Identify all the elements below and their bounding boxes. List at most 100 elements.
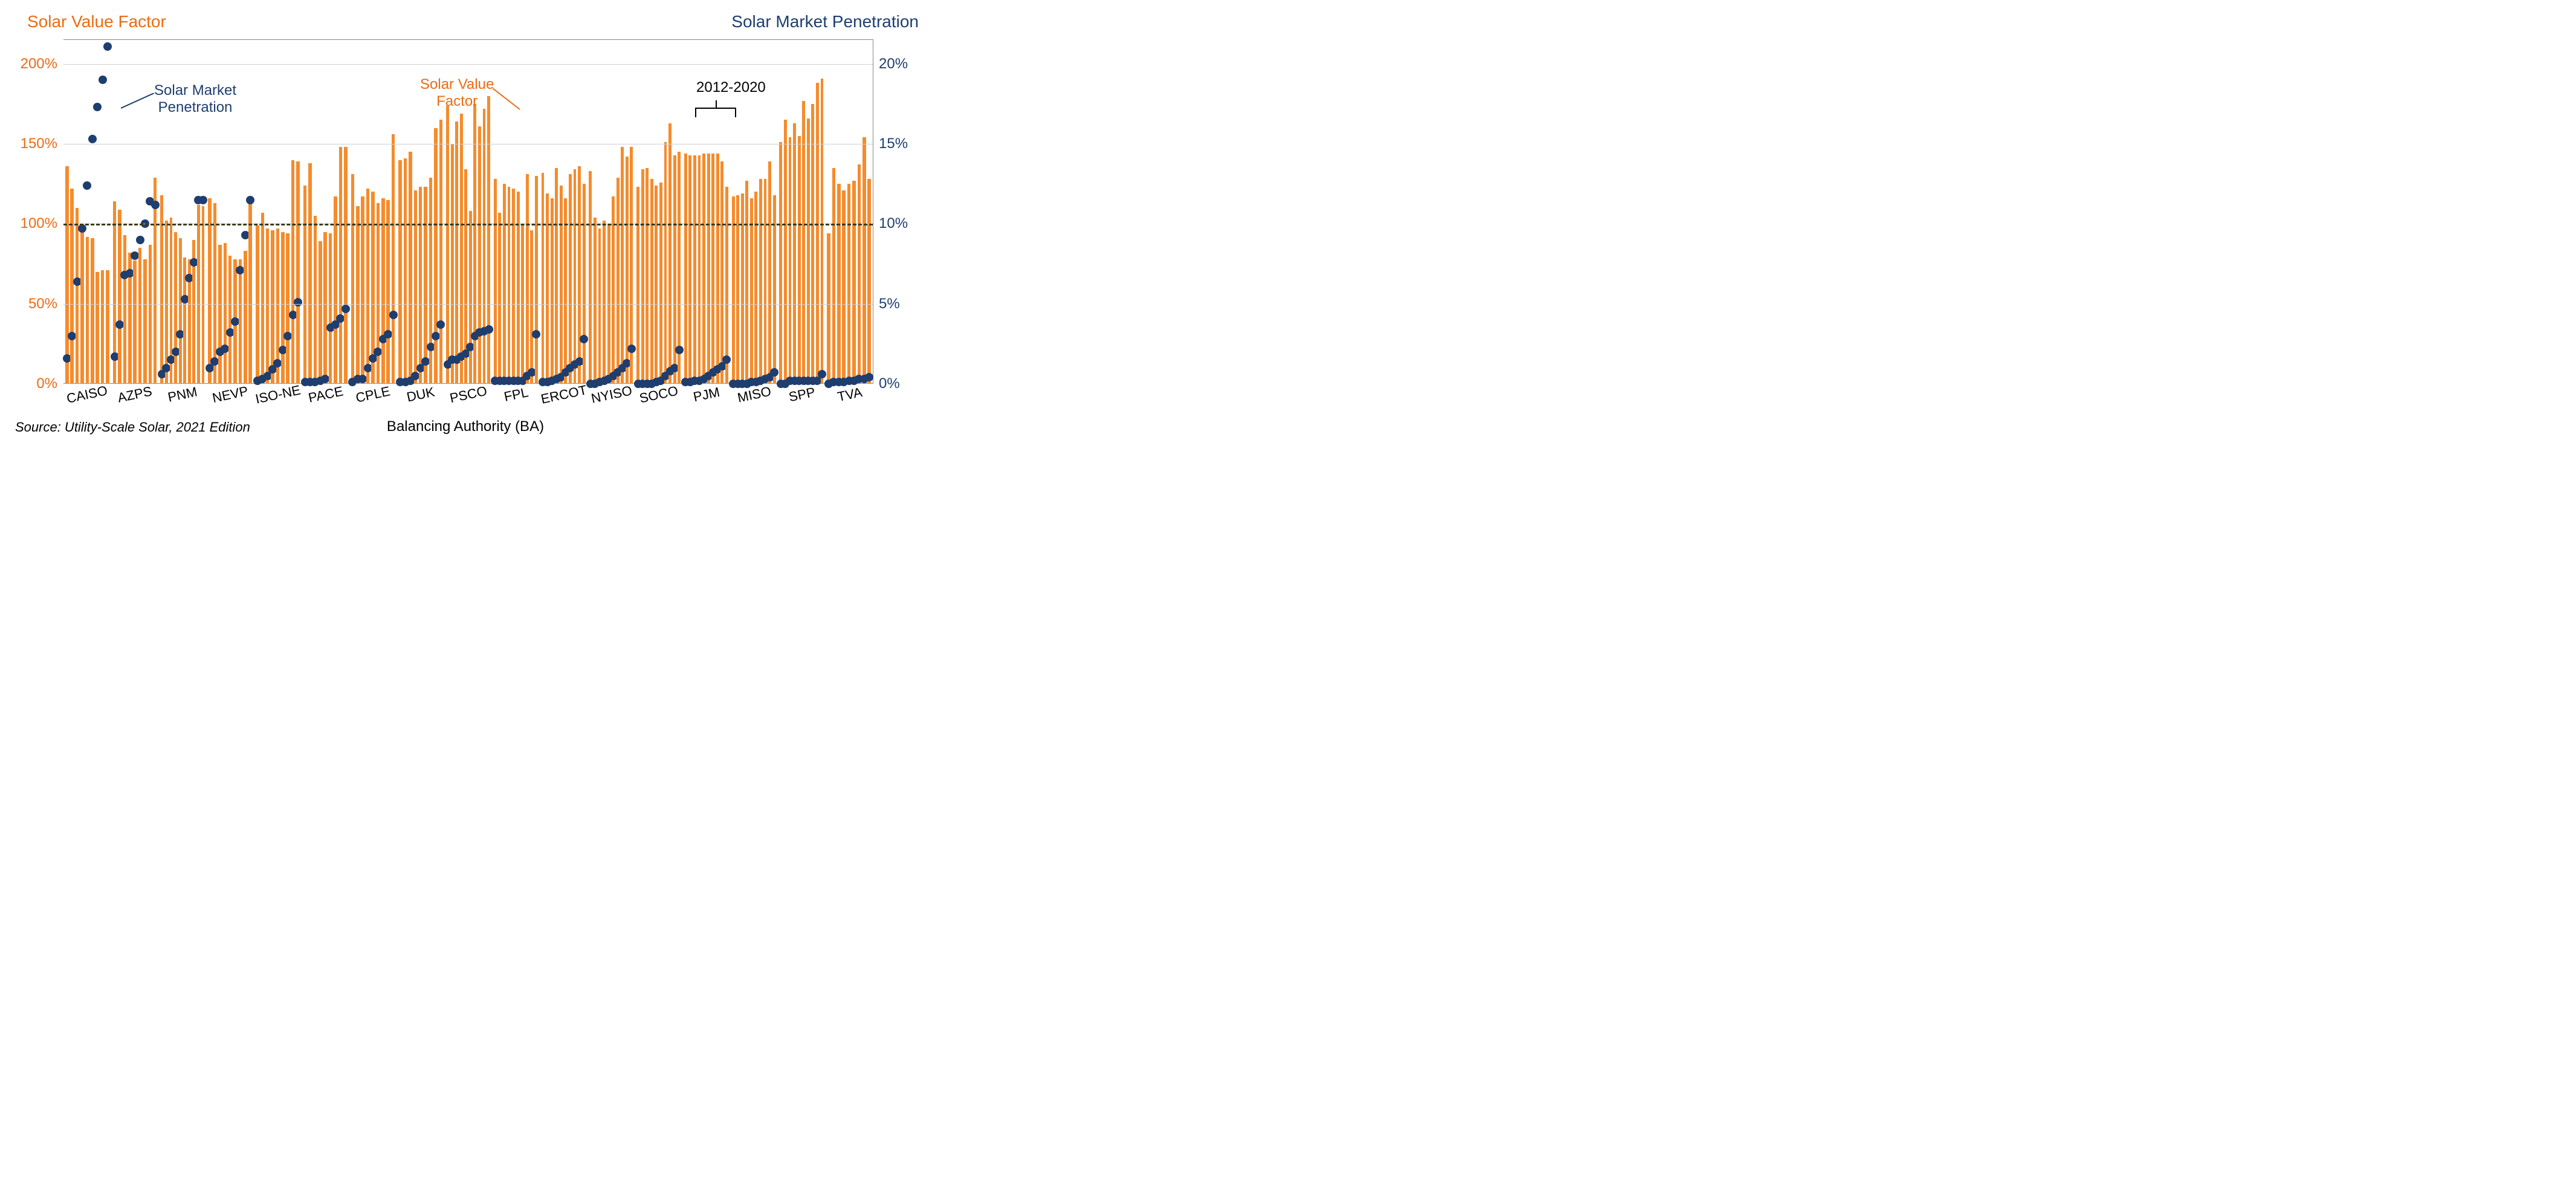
y-right-tick: 0% [873,375,900,392]
bars [65,40,109,384]
year-range-bracket [695,108,736,109]
bar [837,184,841,384]
bar [101,270,105,384]
bar-slot [296,40,300,384]
bar [802,101,805,384]
bar [616,178,620,384]
bar [323,232,327,384]
bar-slot [286,40,290,384]
bar-slot [90,40,94,384]
bar-slot [243,40,247,384]
bar [208,198,212,384]
grid-line [63,304,873,305]
x-axis-title: Balancing Authority (BA) [387,418,544,435]
bar [266,228,270,384]
x-axis-labels: CAISOAZPSPNMNEVPISO-NEPACECPLEDUKPSCOFPL… [63,387,873,417]
y-right-tick: 10% [873,215,908,232]
bar-slot [343,40,348,384]
bar-slot [555,40,558,384]
bar-slot [772,40,776,384]
bar-slot [148,40,152,384]
source-citation: Source: Utility-Scale Solar, 2021 Editio… [15,419,250,435]
bar [95,272,99,384]
bar-slot [248,40,253,384]
bar [460,114,463,384]
x-label: TVA [826,387,873,417]
bar [564,198,567,384]
bar-slot [612,40,615,384]
bar-slot [85,40,89,384]
bar [86,237,89,384]
bar-slot [621,40,624,384]
bar-slot [550,40,554,384]
bar-slot [361,40,365,384]
bar [852,181,856,384]
bar [603,221,606,384]
bar-slot [138,40,142,384]
bar-slot [607,40,610,384]
bar-slot [673,40,676,384]
bar [138,248,142,384]
bar [248,203,252,384]
bars [351,40,395,384]
bar-slot [413,40,418,384]
bar [439,120,443,384]
reference-line-100 [63,224,873,225]
y-right-tick: 5% [873,296,900,312]
bar [386,200,390,384]
bar [446,106,449,384]
bar-slot [768,40,772,384]
bar [314,216,317,384]
bar-slot [308,40,312,384]
bar [684,154,687,384]
bar [239,259,242,384]
grid-line [63,64,873,65]
bar-slot [625,40,629,384]
bar-slot [280,40,285,384]
bar-slot [133,40,137,384]
x-label: NEVP [206,387,254,417]
bar [179,238,182,384]
bar-slot [366,40,370,384]
y-left-tick: 150% [21,135,63,152]
penetration-annotation-line [121,93,157,111]
bar [847,184,851,384]
bar [469,211,472,384]
bar-slot [650,40,653,384]
bar [650,179,653,384]
bar-slot [820,40,824,384]
group-iso-ne [254,40,302,384]
bar-slot [100,40,105,384]
x-label: MISO [731,387,778,417]
bar-slot [568,40,572,384]
bar-slot [303,40,307,384]
group-soco [635,40,682,384]
plot-area: Solar Market Penetration Solar Value Fac… [63,39,873,384]
bar [750,198,753,384]
bar-slot [80,40,85,384]
bar [542,173,545,384]
bar [377,203,380,384]
bar [508,187,511,384]
bar [711,154,714,384]
x-label: NYISO [587,387,635,417]
bar [784,120,787,384]
bars [589,40,633,384]
bar [693,155,696,384]
bar [381,198,385,384]
x-label: PSCO [445,387,493,417]
bar [546,193,549,384]
bar [409,152,412,384]
bar-slot [602,40,606,384]
y-left-tick: 0% [36,375,63,392]
bar [256,225,259,384]
bar-slot [313,40,317,384]
bar-slot [376,40,380,384]
bar [530,230,533,384]
bar [858,164,861,384]
bar-slot [616,40,620,384]
bar [429,178,433,384]
bar-slot [118,40,122,384]
bar-slot [646,40,649,384]
bar-slot [641,40,644,384]
